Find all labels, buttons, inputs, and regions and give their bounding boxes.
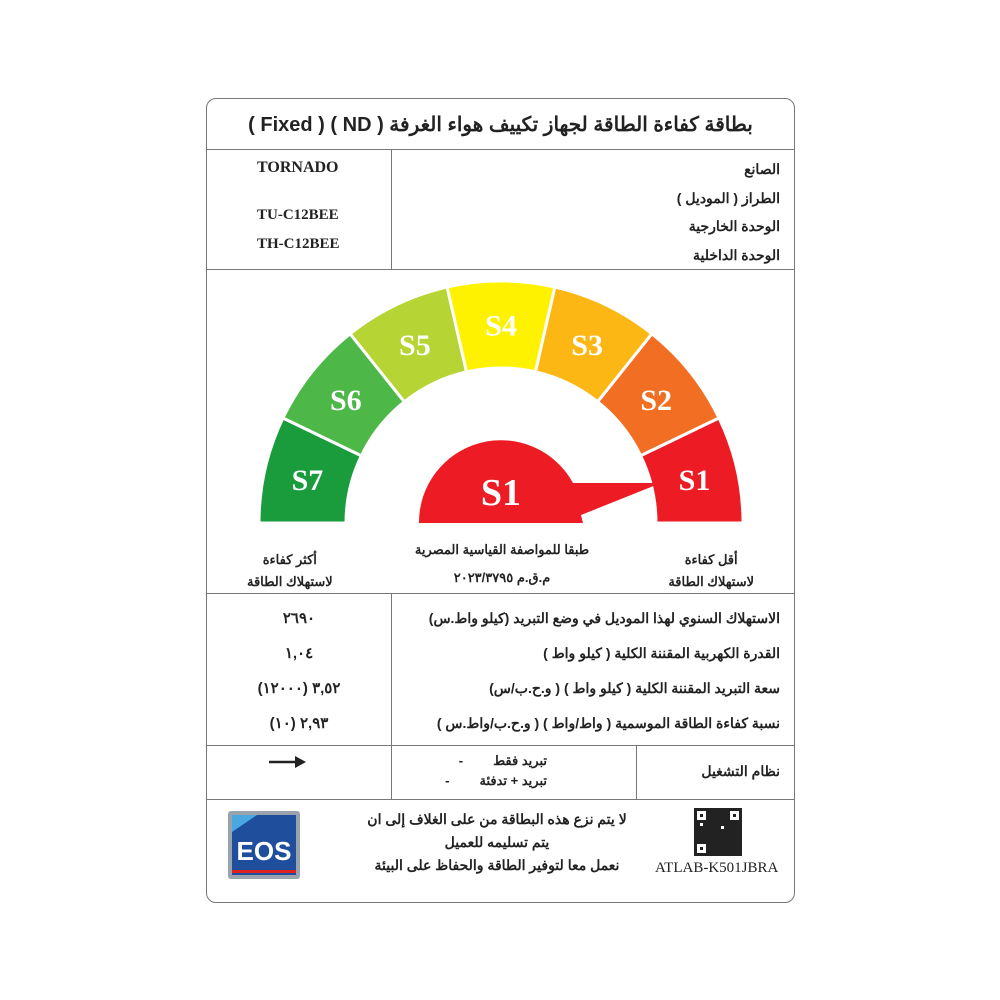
standard-label: طبقا للمواصفة القياسية المصرية م.ق.م ٢٠٢… [407, 539, 597, 589]
outdoor-unit-value: TU-C12BEE [257, 207, 339, 223]
option-cooling-only: تبريد فقط- [458, 753, 547, 768]
outdoor-unit-label: الوحدة الخارجية [688, 218, 780, 234]
gauge-segment-label: S6 [330, 384, 362, 417]
least-efficient-line2: لاستهلاك الطاقة [668, 574, 754, 589]
qr-code-icon [694, 808, 742, 856]
indoor-unit-value: TH-C12BEE [257, 236, 340, 252]
annual-consumption-label: الاستهلاك السنوي لهذا الموديل في وضع الت… [428, 610, 780, 626]
label-title: بطاقة كفاءة الطاقة لجهاز تكييف هواء الغر… [207, 99, 794, 150]
option-cooling-heating: تبريد + تدفئة- [445, 773, 547, 788]
lab-code: ATLAB-K501JBRA [655, 860, 779, 876]
rating-pointer [418, 440, 661, 523]
rated-power-value: ١,٠٤ [284, 645, 314, 662]
least-efficient-label: أقل كفاءة لاستهلاك الطاقة [668, 549, 754, 593]
standard-line2: م.ق.م ٢٠٢٣/٣٧٩٥ [453, 570, 551, 585]
most-efficient-line1: أكثر كفاءة [262, 552, 317, 567]
manufacturer-label: الصانع [744, 161, 780, 177]
gauge-segment-label: S2 [640, 384, 672, 417]
operation-mode-label: نظام التشغيل [701, 763, 780, 779]
notice-line1: لا يتم نزع هذه البطاقة من على الغلاف إلى… [367, 811, 627, 827]
seer-value: (١٠) ٢,٩٣ [269, 715, 329, 732]
notice-line2: يتم تسليمه للعميل [444, 834, 550, 850]
most-efficient-line2: لاستهلاك الطاقة [247, 574, 333, 589]
footer: EOS لا يتم نزع هذه البطاقة من على الغلاف… [207, 800, 794, 902]
product-info: الصانع الطراز ( الموديل ) الوحدة الخارجي… [207, 149, 794, 270]
gauge-segment-label: S5 [399, 329, 431, 362]
divider [391, 745, 392, 799]
seer-label: نسبة كفاءة الطاقة الموسمية ( واط/واط ) (… [436, 715, 780, 731]
arrow-right-icon [269, 756, 306, 768]
annual-consumption-value: ٢٦٩٠ [282, 610, 316, 627]
rated-power-label: القدرة الكهربية المقننة الكلية ( كيلو وا… [543, 645, 780, 661]
gauge-segment-s1 [638, 415, 745, 525]
divider [391, 149, 392, 269]
option-text: تبريد فقط [493, 753, 547, 768]
cooling-capacity-value: (١٢٠٠٠) ٣,٥٢ [257, 680, 341, 697]
eos-logo: EOS [228, 811, 300, 879]
standard-line1: طبقا للمواصفة القياسية المصرية [414, 542, 590, 557]
cooling-capacity-label: سعة التبريد المقننة الكلية ( كيلو واط ) … [489, 680, 780, 696]
energy-label: بطاقة كفاءة الطاقة لجهاز تكييف هواء الغر… [206, 98, 795, 903]
indoor-unit-label: الوحدة الداخلية [692, 246, 780, 263]
efficiency-gauge: S7 S6 S5 S4 S3 S2 S1 S1 أكثر كفاءة لاستهلاك الط… [207, 269, 794, 594]
divider [636, 745, 637, 799]
most-efficient-label: أكثر كفاءة لاستهلاك الطاقة [247, 549, 333, 593]
specifications: الاستهلاك السنوي لهذا الموديل في وضع الت… [207, 593, 794, 746]
svg-text:EOS: EOS [237, 836, 292, 866]
option-text: تبريد + تدفئة [479, 773, 547, 788]
divider [391, 593, 392, 745]
least-efficient-line1: أقل كفاءة [684, 552, 738, 567]
gauge-segment-label: S3 [571, 329, 603, 362]
rating-label: S1 [481, 472, 521, 514]
operation-mode: نظام التشغيل تبريد فقط- تبريد + تدفئة- [207, 745, 794, 800]
gauge-segment-label: S1 [679, 464, 711, 497]
gauge-chart: S7 S6 S5 S4 S3 S2 S1 S1 [257, 279, 745, 525]
manufacturer-value: TORNADO [257, 159, 339, 176]
notice-line3: نعمل معا لتوفير الطاقة والحفاظ على البيئ… [374, 857, 620, 873]
model-label: الطراز ( الموديل ) [676, 189, 780, 206]
gauge-segment-label: S7 [292, 464, 324, 497]
gauge-segment-label: S4 [485, 310, 517, 343]
